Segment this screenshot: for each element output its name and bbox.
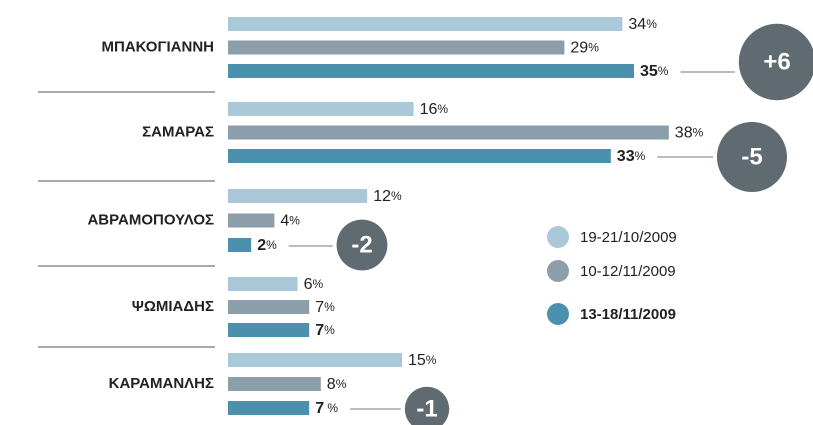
change-bubble [404, 386, 450, 425]
category-label: ΨΩΜΙΑΔΗΣ [132, 298, 214, 315]
bar [228, 125, 669, 140]
bar [228, 277, 298, 291]
change-label: -1 [416, 395, 437, 422]
bar [228, 401, 310, 415]
value-label: 7% [315, 299, 335, 316]
bar [228, 40, 565, 55]
bar [228, 102, 414, 116]
value-label: 35% [640, 63, 669, 80]
change-label: +6 [763, 48, 790, 75]
value-label: 7% [315, 322, 335, 339]
separators [38, 91, 215, 348]
legend-label: 10-12/11/2009 [580, 263, 676, 280]
bar [228, 17, 623, 31]
change-bubble [717, 122, 787, 192]
change-bubble [336, 219, 388, 271]
legend-marker [547, 303, 569, 325]
value-label: 16% [420, 101, 449, 118]
change-label: -5 [741, 143, 762, 170]
value-label: 4% [280, 213, 300, 230]
legend-label: 13-18/11/2009 [580, 306, 676, 323]
bar [228, 149, 611, 163]
legend-marker [547, 260, 569, 282]
bar [228, 238, 252, 252]
bar [228, 353, 402, 367]
change-label: -2 [351, 231, 372, 258]
value-label: 34% [628, 16, 657, 33]
bar [228, 213, 275, 228]
bar [228, 300, 310, 314]
value-label: 12% [373, 188, 402, 205]
value-label: 29% [570, 40, 599, 57]
category-label: ΚΑΡΑΜΑΝΛΗΣ [109, 375, 214, 392]
value-label: 15% [408, 352, 437, 369]
bar [228, 323, 310, 337]
value-label: 6% [304, 276, 324, 293]
category-label: ΣΑΜΑΡΑΣ [142, 123, 214, 140]
value-label: 33% [617, 148, 646, 165]
bar [228, 189, 368, 203]
value-label: 7 % [315, 400, 338, 417]
bar [228, 377, 321, 391]
legend-label: 19-21/10/2009 [580, 229, 677, 246]
category-label: ΜΠΑΚΟΓΙΑΝΝΗ [102, 38, 215, 55]
legend-marker [547, 226, 569, 248]
value-label: 8% [327, 376, 347, 393]
category-label: ΑΒΡΑΜΟΠΟΥΛΟΣ [87, 211, 214, 228]
change-bubble [738, 23, 813, 101]
bar [228, 64, 634, 78]
value-label: 2% [257, 237, 277, 254]
value-label: 38% [675, 125, 704, 142]
